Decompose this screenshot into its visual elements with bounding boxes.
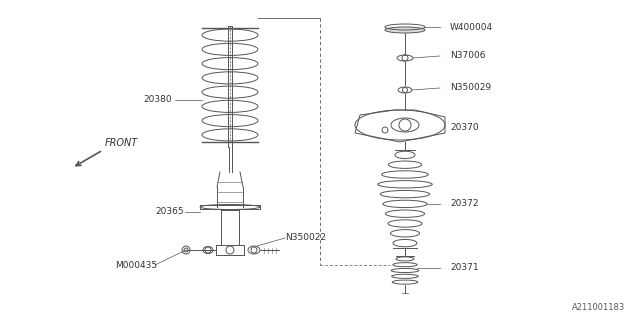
Text: 20380: 20380 — [143, 95, 172, 105]
Text: 20370: 20370 — [450, 123, 479, 132]
Text: M000435: M000435 — [115, 260, 157, 269]
Ellipse shape — [385, 27, 425, 33]
Text: W400004: W400004 — [450, 22, 493, 31]
Text: N350029: N350029 — [450, 84, 491, 92]
Text: A211001183: A211001183 — [572, 303, 625, 312]
Text: 20365: 20365 — [155, 207, 184, 217]
Text: N350022: N350022 — [285, 234, 326, 243]
Text: 20371: 20371 — [450, 263, 479, 272]
Text: N37006: N37006 — [450, 52, 486, 60]
Text: FRONT: FRONT — [105, 138, 138, 148]
Text: 20372: 20372 — [450, 199, 479, 208]
